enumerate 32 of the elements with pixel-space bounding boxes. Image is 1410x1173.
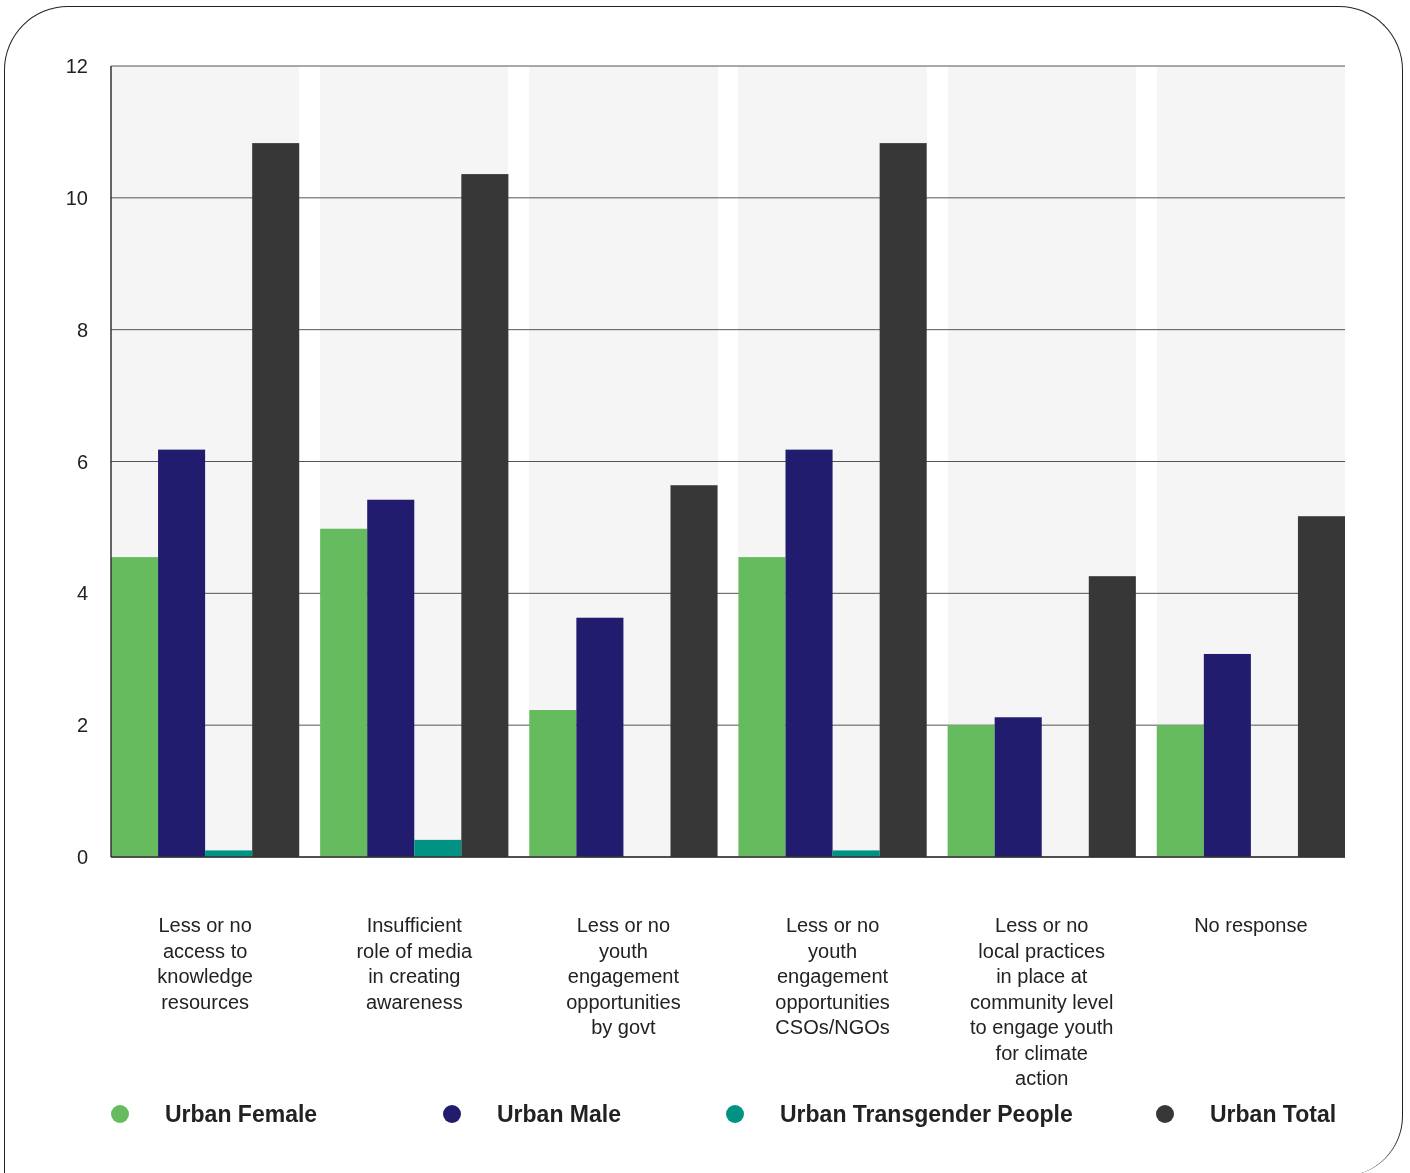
x-tick-label: No response [1194, 914, 1308, 936]
bar [414, 839, 462, 857]
x-tick-label: Less or no access to knowledge resources [157, 914, 253, 1013]
y-tick-label: 12 [65, 55, 88, 77]
bar [1156, 725, 1204, 857]
bar [1203, 653, 1251, 857]
bar [111, 557, 159, 857]
bar [738, 557, 786, 857]
bar [947, 725, 995, 857]
x-tick-label: Less or no youth engagement opportunities by govt [566, 914, 681, 1038]
legend-label: Urban Transgender People [780, 1101, 1073, 1128]
bar [785, 449, 833, 857]
bar [994, 717, 1042, 857]
bar [158, 449, 206, 857]
y-tick-label: 10 [65, 186, 88, 209]
y-tick-label: 8 [76, 318, 88, 341]
y-tick-label: 0 [76, 846, 88, 868]
bar [576, 617, 624, 857]
y-tick-label: 2 [76, 714, 88, 737]
legend-label: Urban Total [1210, 1101, 1337, 1128]
x-tick-label: Less or no local practices in place at community level to engage youth for climate action [969, 914, 1114, 1089]
legend-label: Urban Male [497, 1101, 621, 1128]
legend-label: Urban Female [165, 1101, 318, 1128]
y-tick-label: 6 [76, 450, 88, 473]
bar [529, 710, 577, 857]
x-tick-label: Less or no youth engagement opportunities CSOs/NGOs [775, 914, 890, 1038]
bar [320, 528, 368, 857]
bar [367, 499, 415, 857]
x-tick-label: Insufficient role of media in creating awareness [356, 914, 473, 1013]
bar [832, 850, 880, 857]
y-tick-label: 4 [76, 582, 88, 605]
bar [205, 850, 253, 857]
